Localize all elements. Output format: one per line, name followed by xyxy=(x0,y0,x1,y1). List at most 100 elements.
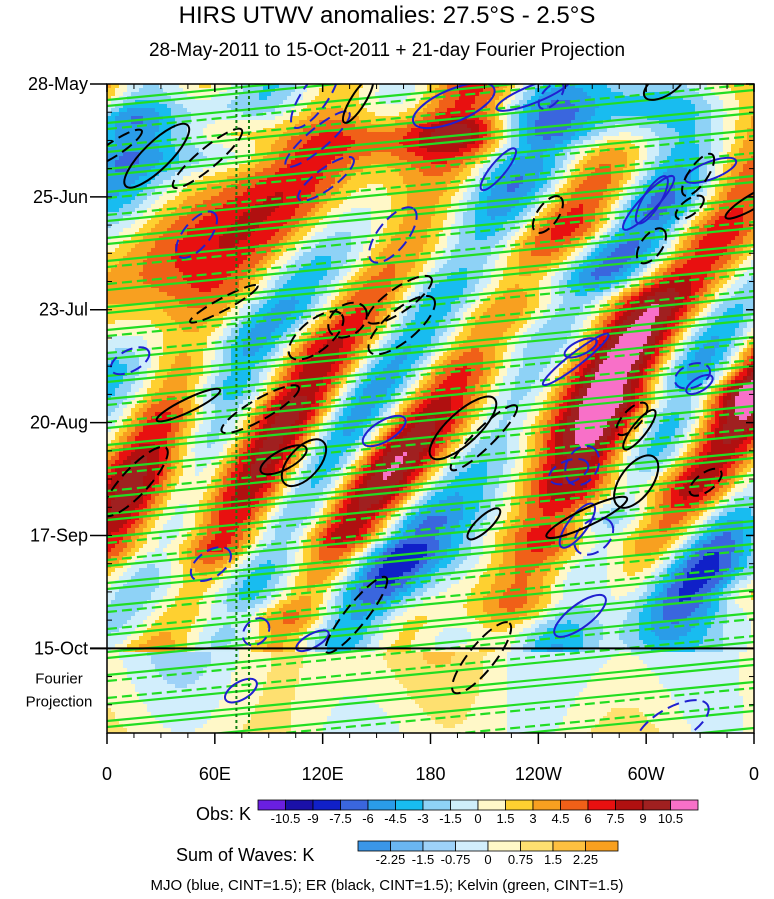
mjo-contour xyxy=(109,346,151,376)
kelvin-contour xyxy=(107,565,754,631)
obs-colorbar-tick-label: 9 xyxy=(639,811,646,826)
er-contour xyxy=(545,495,629,540)
sum-colorbar-tick-label: -1.5 xyxy=(412,852,434,867)
kelvin-contour xyxy=(107,197,754,263)
obs-colorbar-swatch xyxy=(422,799,451,811)
er-contour xyxy=(341,84,375,124)
er-contour xyxy=(613,454,660,509)
mjo-contour xyxy=(189,546,232,582)
sum-colorbar-swatch xyxy=(455,840,489,852)
obs-colorbar-swatch xyxy=(477,799,506,811)
obs-colorbar-tick-label: -4.5 xyxy=(384,811,406,826)
obs-colorbar-swatch xyxy=(587,799,616,811)
kelvin-contour xyxy=(107,525,754,591)
er-contour xyxy=(280,438,328,488)
obs-colorbar-tick-label: 1.5 xyxy=(496,811,514,826)
sum-colorbar-tick-label: -0.75 xyxy=(441,852,471,867)
sum-colorbar-label: Sum of Waves: K xyxy=(176,845,314,866)
er-contour xyxy=(123,122,191,189)
kelvin-contour xyxy=(107,15,754,77)
obs-colorbar-tick-label: -7.5 xyxy=(329,811,351,826)
er-contour xyxy=(642,84,687,101)
kelvin-contour xyxy=(107,404,754,470)
mjo-contour xyxy=(368,206,418,264)
kelvin-contour xyxy=(107,84,349,108)
obs-colorbar-swatch xyxy=(505,799,534,811)
er-contour xyxy=(171,127,244,190)
mjo-contour xyxy=(297,155,355,202)
kelvin-contour xyxy=(107,427,754,493)
obs-colorbar-swatch xyxy=(312,799,341,811)
kelvin-contour xyxy=(107,542,754,608)
mjo-contour xyxy=(564,444,601,487)
er-contour xyxy=(327,301,368,339)
mjo-contour xyxy=(284,110,351,169)
er-contour xyxy=(287,310,345,361)
kelvin-contour xyxy=(107,364,754,430)
x-tick-label: 120E xyxy=(302,764,344,784)
kelvin-contour xyxy=(107,128,754,194)
er-contour xyxy=(635,227,667,265)
kelvin-contour xyxy=(107,341,754,407)
kelvin-contour xyxy=(107,0,754,31)
kelvin-contour xyxy=(107,617,754,683)
x-tick-label: 60E xyxy=(199,764,231,784)
er-contour xyxy=(724,182,754,220)
er-contour xyxy=(615,401,649,437)
kelvin-contour xyxy=(272,686,754,733)
kelvin-contour xyxy=(210,680,754,733)
er-contour xyxy=(107,445,169,518)
mjo-contour xyxy=(537,84,565,110)
sum-colorbar-tick-label: 2.25 xyxy=(573,852,598,867)
er-contour xyxy=(259,444,308,476)
kelvin-contour xyxy=(107,84,754,148)
kelvin-contour xyxy=(107,663,754,729)
kelvin-contour xyxy=(107,0,754,14)
kelvin-contour xyxy=(107,157,754,223)
mjo-contour xyxy=(635,699,710,733)
kelvin-contour xyxy=(107,105,754,171)
sum-colorbar-tick-label: 0.75 xyxy=(508,852,533,867)
kelvin-contour xyxy=(107,611,754,677)
kelvin-contour xyxy=(107,657,754,723)
kelvin-contour xyxy=(107,151,754,217)
x-tick-label: 60W xyxy=(628,764,665,784)
obs-colorbar-tick-label: 6 xyxy=(584,811,591,826)
x-tick-label: 120W xyxy=(515,764,562,784)
x-tick-label: 0 xyxy=(102,764,112,784)
kelvin-contour xyxy=(107,456,754,522)
er-contour xyxy=(220,384,301,435)
kelvin-contour xyxy=(107,358,754,424)
kelvin-contour xyxy=(107,381,754,447)
obs-colorbar-swatch xyxy=(532,799,561,811)
projection-label: Projection xyxy=(26,693,93,710)
kelvin-contour xyxy=(107,312,754,378)
kelvin-contour xyxy=(107,450,754,516)
kelvin-contour xyxy=(107,295,754,361)
obs-colorbar-tick-label: 0 xyxy=(474,811,481,826)
sum-colorbar-swatch xyxy=(487,840,521,852)
kelvin-contour xyxy=(107,473,754,539)
mjo-contour xyxy=(495,84,572,112)
kelvin-contour xyxy=(107,220,754,286)
kelvin-contour xyxy=(107,387,754,453)
sum-colorbar-swatch xyxy=(552,840,586,852)
obs-colorbar-tick-label: -3 xyxy=(417,811,429,826)
y-tick-label: 25-Jun xyxy=(33,187,88,207)
er-contour xyxy=(466,507,502,541)
kelvin-contour xyxy=(107,84,589,131)
obs-colorbar-swatch xyxy=(367,799,396,811)
mjo-contour xyxy=(361,414,407,448)
mjo-contour xyxy=(175,210,218,259)
obs-colorbar-tick-label: -6 xyxy=(362,811,374,826)
er-contour xyxy=(366,274,433,325)
kelvin-contour xyxy=(107,640,754,706)
er-contour xyxy=(674,194,705,221)
x-tick-label: 0 xyxy=(749,764,759,784)
kelvin-contour xyxy=(107,174,754,240)
y-tick-label: 15-Oct xyxy=(34,638,88,658)
sum-colorbar-swatch xyxy=(357,840,391,852)
obs-colorbar-swatch xyxy=(395,799,424,811)
obs-colorbar-tick-label: -9 xyxy=(307,811,319,826)
kelvin-contour xyxy=(107,226,754,292)
